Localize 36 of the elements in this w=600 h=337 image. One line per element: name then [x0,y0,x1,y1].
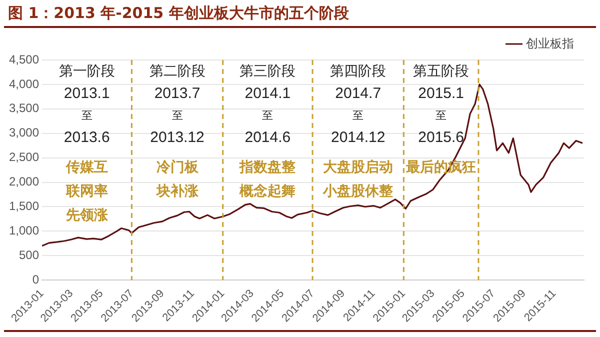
annotation: 大盘股启动小盘股休整 [322,158,394,200]
y-tick-label: 2,000 [9,174,40,189]
annotation: 2013.6 [64,129,110,146]
annotation: 至 [81,108,92,122]
y-tick-label: 4,000 [9,76,40,91]
y-tick-label: 500 [19,248,40,262]
y-tick-label: 3,500 [9,101,40,116]
annotation: 第五阶段 [413,64,470,80]
annotation: 2014.12 [330,129,386,146]
annotation: 第二阶段 [149,64,206,80]
annotation: 2013.12 [150,129,204,146]
y-tick-label: 1,000 [9,224,40,238]
annotation: 至 [172,108,183,122]
annotation: 2015.6 [418,129,464,146]
annotation: 2015.1 [418,85,464,102]
annotation: 指数盘整概念起舞 [238,160,297,200]
annotation: 冷门板块补涨 [155,158,200,200]
annotation: 2013.7 [154,85,200,102]
chart-title: 图 1：2013 年-2015 年创业板大牛市的五个阶段 [7,3,350,24]
annotation: 至 [352,108,364,122]
annotation: 第四阶段 [330,64,386,80]
annotation: 2014.6 [244,129,291,146]
y-tick-label: 4,500 [9,52,40,66]
legend-label: 创业板指 [526,36,574,50]
annotation: 第一阶段 [58,64,115,80]
y-tick-label: 2,500 [9,150,40,164]
annotation: 2013.1 [64,85,110,102]
y-tick-label: 3,000 [9,126,40,140]
y-tick-label: 1,500 [9,199,40,214]
annotation: 2014.7 [335,85,382,102]
annotation: 第三阶段 [240,64,296,80]
annotation: 至 [436,108,447,122]
annotation: 至 [262,108,274,122]
annotation: 2014.1 [244,85,291,102]
y-tick-label: 0 [32,272,40,286]
annotation: 传媒互联网率先领涨 [64,160,109,224]
